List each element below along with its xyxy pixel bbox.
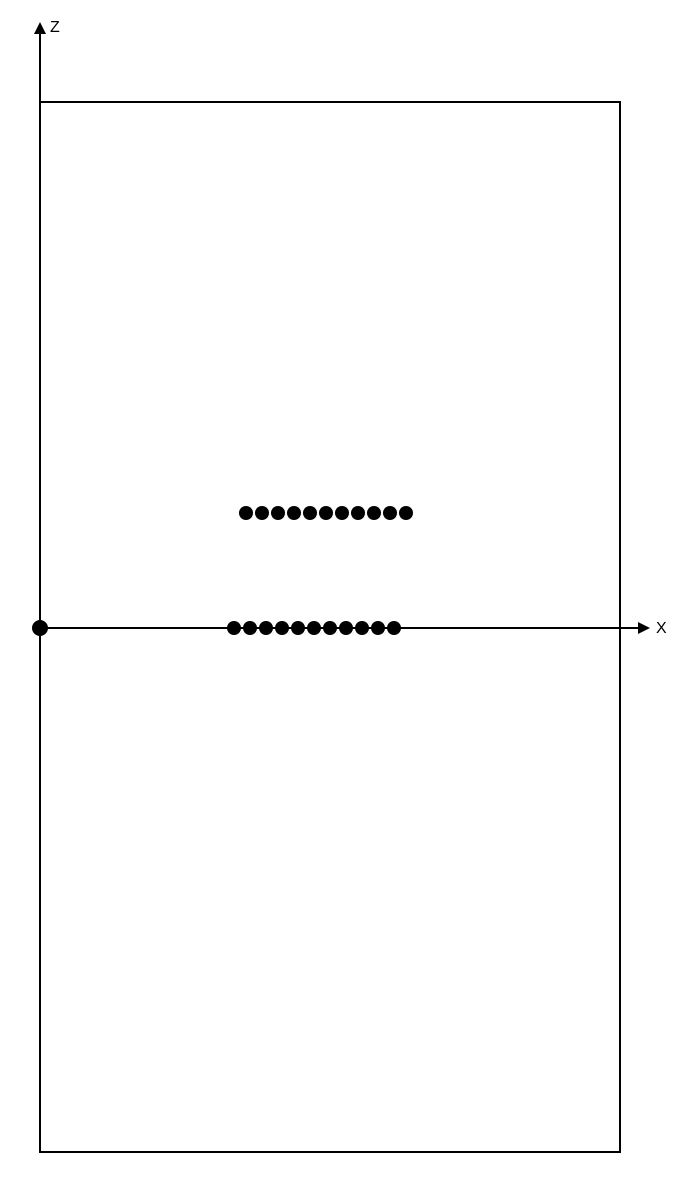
data-point xyxy=(239,506,253,520)
data-point xyxy=(303,506,317,520)
data-point xyxy=(335,506,349,520)
points-row-lower xyxy=(227,621,401,635)
z-axis-arrowhead xyxy=(34,22,46,34)
data-point xyxy=(291,621,305,635)
data-point xyxy=(399,506,413,520)
data-point xyxy=(367,506,381,520)
coordinate-diagram: Z X xyxy=(0,0,686,1183)
x-axis-label: X xyxy=(656,620,667,637)
data-point xyxy=(271,506,285,520)
data-point xyxy=(243,621,257,635)
data-point xyxy=(351,506,365,520)
data-point xyxy=(323,621,337,635)
data-point xyxy=(287,506,301,520)
data-point xyxy=(227,621,241,635)
points-row-upper xyxy=(239,506,413,520)
origin-marker xyxy=(32,620,48,636)
data-point xyxy=(355,621,369,635)
data-point xyxy=(275,621,289,635)
data-point xyxy=(319,506,333,520)
data-point xyxy=(387,621,401,635)
data-point xyxy=(259,621,273,635)
data-point xyxy=(339,621,353,635)
x-axis-arrowhead xyxy=(638,622,650,634)
data-point xyxy=(383,506,397,520)
z-axis-label: Z xyxy=(50,19,60,36)
data-point xyxy=(307,621,321,635)
data-point xyxy=(371,621,385,635)
data-point xyxy=(255,506,269,520)
